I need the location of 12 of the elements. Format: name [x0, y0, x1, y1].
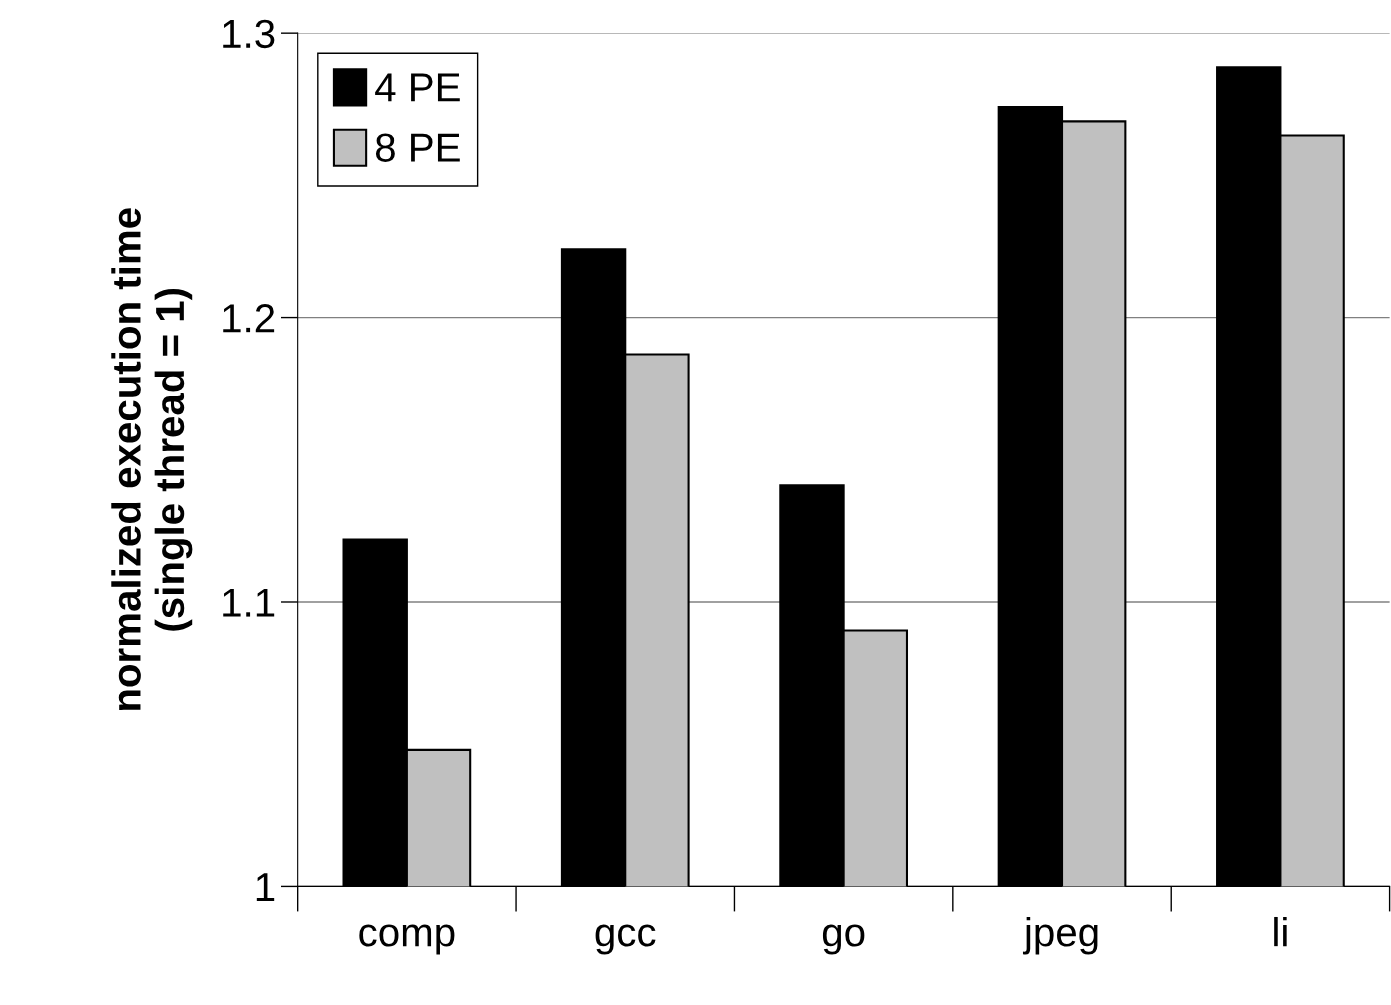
x-tick-label: gcc — [595, 924, 656, 955]
y-tick-label: 1.2 — [223, 304, 275, 333]
legend-label: 4 PE — [375, 73, 460, 102]
y-tick-label: 1.1 — [223, 588, 275, 617]
legend-label: 8 PE — [375, 133, 460, 162]
x-tick-label: li — [1274, 916, 1287, 947]
x-tick-label: jpeg — [1022, 916, 1098, 955]
x-tick-label: go — [822, 924, 865, 955]
x-tick-label: comp — [359, 924, 455, 955]
y-axis-title: normalized execution time (single thread = 1) — [111, 208, 193, 711]
y-tick-label: 1 — [256, 873, 275, 901]
y-tick-label: 1.3 — [223, 19, 275, 49]
